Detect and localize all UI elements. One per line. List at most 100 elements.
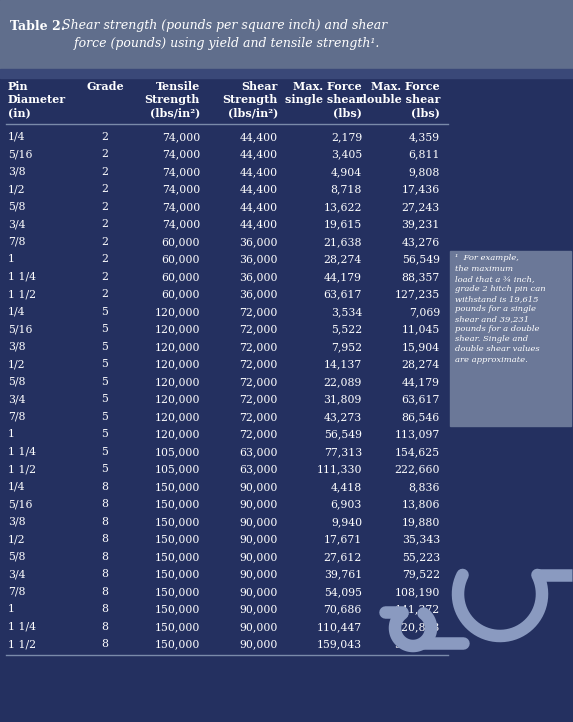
Text: 1/2: 1/2 — [8, 534, 26, 544]
Text: 5: 5 — [101, 307, 108, 317]
Text: 127,235: 127,235 — [395, 290, 440, 299]
Text: 3/8: 3/8 — [8, 342, 26, 352]
Text: 110,447: 110,447 — [317, 622, 362, 632]
Text: 19,615: 19,615 — [324, 219, 362, 230]
Text: 150,000: 150,000 — [155, 569, 200, 579]
Text: 22,089: 22,089 — [324, 377, 362, 387]
Text: 120,000: 120,000 — [155, 342, 200, 352]
Text: 3/4: 3/4 — [8, 569, 26, 579]
Text: 8: 8 — [101, 552, 108, 562]
Text: 13,806: 13,806 — [402, 499, 440, 509]
Text: 74,000: 74,000 — [162, 167, 200, 177]
Text: double shear: double shear — [359, 94, 440, 105]
Text: 150,000: 150,000 — [155, 587, 200, 597]
Text: 1/2: 1/2 — [8, 184, 26, 194]
Text: 120,000: 120,000 — [155, 360, 200, 369]
Text: 44,400: 44,400 — [240, 131, 278, 142]
Text: 2: 2 — [101, 271, 108, 282]
Text: 2: 2 — [101, 167, 108, 177]
Text: 5/16: 5/16 — [8, 324, 33, 334]
Text: single shear: single shear — [285, 94, 362, 105]
Text: 159,043: 159,043 — [317, 639, 362, 649]
Text: 2: 2 — [101, 149, 108, 160]
Text: 56,549: 56,549 — [402, 254, 440, 264]
Text: 55,223: 55,223 — [402, 552, 440, 562]
Text: 90,000: 90,000 — [240, 622, 278, 632]
Text: 1/2: 1/2 — [8, 360, 26, 369]
Text: 1 1/2: 1 1/2 — [8, 464, 36, 474]
Text: 1 1/2: 1 1/2 — [8, 639, 36, 649]
Text: 39,761: 39,761 — [324, 569, 362, 579]
Text: 17,671: 17,671 — [324, 534, 362, 544]
Text: 36,000: 36,000 — [240, 237, 278, 247]
Text: Strength: Strength — [144, 94, 200, 105]
Text: 220,893: 220,893 — [395, 622, 440, 632]
Text: 2,179: 2,179 — [331, 131, 362, 142]
Text: 5: 5 — [101, 394, 108, 404]
Text: 8: 8 — [101, 604, 108, 614]
Text: 74,000: 74,000 — [162, 201, 200, 212]
Text: 2: 2 — [101, 254, 108, 264]
Text: 5: 5 — [101, 324, 108, 334]
Text: 1 1/4: 1 1/4 — [8, 447, 36, 457]
Text: 8,836: 8,836 — [409, 482, 440, 492]
Text: 15,904: 15,904 — [402, 342, 440, 352]
Text: 14,137: 14,137 — [324, 360, 362, 369]
Text: 8: 8 — [101, 639, 108, 649]
Text: 150,000: 150,000 — [155, 604, 200, 614]
Text: 31,809: 31,809 — [324, 394, 362, 404]
Text: 6,811: 6,811 — [409, 149, 440, 160]
Text: 5: 5 — [101, 342, 108, 352]
Text: 60,000: 60,000 — [162, 271, 200, 282]
Text: 19,880: 19,880 — [402, 517, 440, 527]
Text: 7/8: 7/8 — [8, 237, 26, 247]
Text: 74,000: 74,000 — [162, 219, 200, 230]
Text: 105,000: 105,000 — [155, 447, 200, 457]
Text: 43,273: 43,273 — [324, 412, 362, 422]
Text: Strength: Strength — [223, 94, 278, 105]
Text: 4,359: 4,359 — [409, 131, 440, 142]
Text: 60,000: 60,000 — [162, 254, 200, 264]
Text: Max. Force: Max. Force — [293, 81, 362, 92]
Text: 35,343: 35,343 — [402, 534, 440, 544]
Text: 3/4: 3/4 — [8, 219, 26, 230]
Text: 28,274: 28,274 — [402, 360, 440, 369]
Text: 90,000: 90,000 — [240, 517, 278, 527]
Text: 2: 2 — [101, 184, 108, 194]
Text: 44,179: 44,179 — [324, 271, 362, 282]
Text: 5/16: 5/16 — [8, 499, 33, 509]
Text: Max. Force: Max. Force — [371, 81, 440, 92]
Text: 72,000: 72,000 — [240, 324, 278, 334]
Text: 36,000: 36,000 — [240, 271, 278, 282]
Text: 72,000: 72,000 — [240, 377, 278, 387]
Text: 60,000: 60,000 — [162, 237, 200, 247]
Text: 44,400: 44,400 — [240, 201, 278, 212]
Text: 150,000: 150,000 — [155, 499, 200, 509]
Text: 1/4: 1/4 — [8, 482, 26, 492]
Text: 5/8: 5/8 — [8, 377, 26, 387]
Text: (lbs/in²): (lbs/in²) — [227, 107, 278, 118]
Text: 36,000: 36,000 — [240, 254, 278, 264]
Text: Diameter: Diameter — [8, 94, 66, 105]
Text: 8: 8 — [101, 534, 108, 544]
Text: 74,000: 74,000 — [162, 149, 200, 160]
Text: 56,549: 56,549 — [324, 430, 362, 439]
Text: 3,534: 3,534 — [331, 307, 362, 317]
Text: 2: 2 — [101, 219, 108, 230]
Text: 39,231: 39,231 — [402, 219, 440, 230]
Text: 44,400: 44,400 — [240, 167, 278, 177]
Text: 90,000: 90,000 — [240, 569, 278, 579]
Text: 5/16: 5/16 — [8, 149, 33, 160]
Text: 5: 5 — [101, 464, 108, 474]
Text: 8: 8 — [101, 587, 108, 597]
Text: Grade: Grade — [86, 81, 124, 92]
Text: 3/4: 3/4 — [8, 394, 26, 404]
Text: 72,000: 72,000 — [240, 307, 278, 317]
Text: ¹  For example,
the maximum
load that a ¾ inch,
grade 2 hitch pin can
withstand : ¹ For example, the maximum load that a ¾… — [455, 254, 545, 363]
Text: 11,045: 11,045 — [402, 324, 440, 334]
Text: 2: 2 — [101, 131, 108, 142]
Text: 5: 5 — [101, 360, 108, 369]
Text: 44,179: 44,179 — [402, 377, 440, 387]
Text: Table 2.: Table 2. — [10, 20, 65, 33]
Text: 72,000: 72,000 — [240, 360, 278, 369]
